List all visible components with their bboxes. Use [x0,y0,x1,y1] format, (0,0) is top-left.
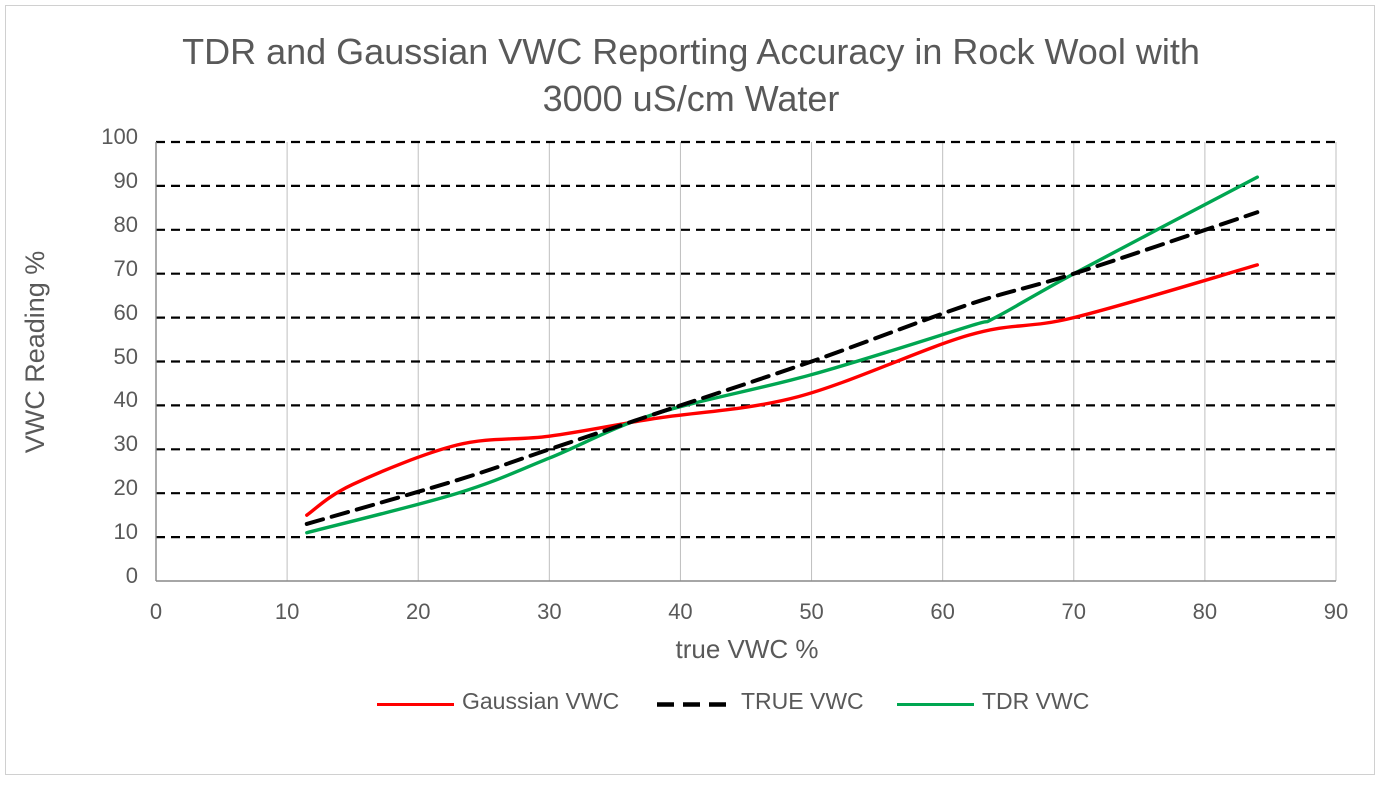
svg-text:60: 60 [930,599,954,624]
svg-text:10: 10 [114,519,138,544]
svg-text:90: 90 [114,168,138,193]
svg-text:Gaussian VWC: Gaussian VWC [462,688,619,714]
svg-text:0: 0 [150,599,162,624]
svg-text:70: 70 [1062,599,1086,624]
svg-text:70: 70 [114,256,138,281]
svg-text:50: 50 [114,344,138,369]
svg-text:true VWC %: true VWC % [675,634,818,664]
svg-text:60: 60 [114,300,138,325]
svg-text:100: 100 [101,124,138,149]
svg-text:10: 10 [275,599,299,624]
svg-text:TDR VWC: TDR VWC [982,688,1089,714]
svg-text:VWC Reading %: VWC Reading % [20,251,50,454]
svg-text:30: 30 [537,599,561,624]
svg-text:80: 80 [1193,599,1217,624]
svg-text:30: 30 [114,431,138,456]
svg-text:50: 50 [799,599,823,624]
svg-text:20: 20 [406,599,430,624]
svg-text:0: 0 [126,563,138,588]
svg-text:90: 90 [1324,599,1348,624]
svg-text:40: 40 [668,599,692,624]
svg-text:20: 20 [114,475,138,500]
svg-text:40: 40 [114,387,138,412]
svg-text:TRUE VWC: TRUE VWC [741,688,864,714]
svg-text:80: 80 [114,212,138,237]
